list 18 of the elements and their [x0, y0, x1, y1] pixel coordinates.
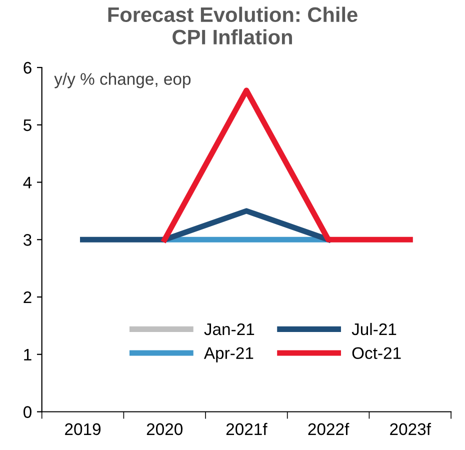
y-tick-label: 1 — [24, 348, 32, 360]
x-tick-label: 2021f — [226, 422, 268, 436]
legend-label: Apr-21 — [204, 347, 254, 362]
legend-label: Jul-21 — [352, 322, 396, 336]
legend-label: Jan-21 — [204, 323, 254, 336]
y-tick-label: 3 — [23, 234, 32, 246]
x-tick-label: 2022f — [308, 422, 350, 436]
y-tick-label: 6 — [24, 62, 32, 74]
x-tick-label: 2023f — [390, 422, 432, 436]
y-tick-label: 4 — [23, 176, 32, 188]
y-axis-title: y/y % change, eop — [54, 72, 191, 88]
y-tick-label: 2 — [24, 291, 32, 304]
y-tick-label: 5 — [24, 119, 32, 132]
y-tick-label: 0 — [24, 406, 32, 418]
legend-label: Oct-21 — [352, 347, 401, 360]
chart-title: Forecast Evolution: Chile CPI Inflation — [108, 6, 358, 44]
x-tick-label: 2019 — [65, 423, 101, 436]
x-tick-label: 2020 — [146, 423, 182, 436]
